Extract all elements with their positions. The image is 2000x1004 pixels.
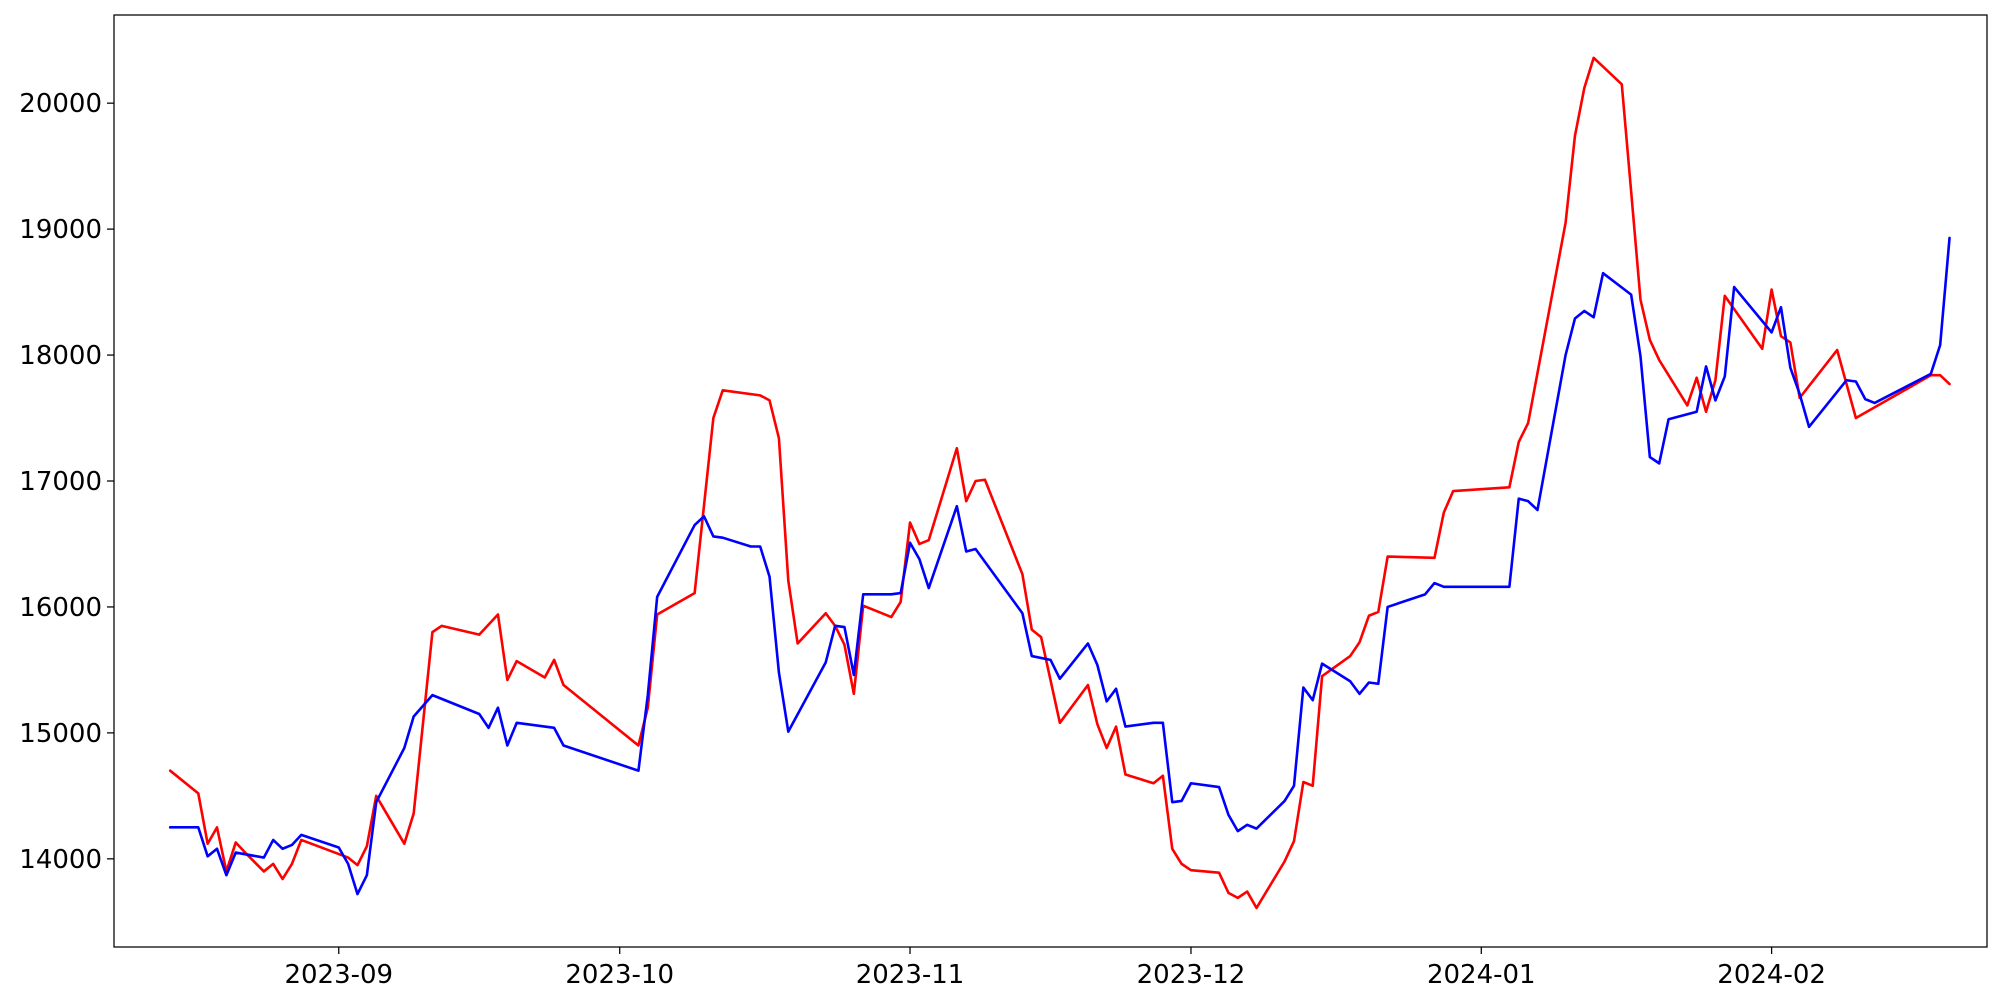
x-tick-label: 2023-11 (856, 960, 965, 990)
y-tick-label: 17000 (19, 467, 102, 497)
x-tick-label: 2024-02 (1717, 960, 1826, 990)
x-tick-label: 2023-12 (1137, 960, 1246, 990)
series-line-1 (168, 56, 1951, 910)
plot-frame (113, 14, 1988, 948)
series-layer (168, 56, 1951, 910)
y-tick-label: 14000 (19, 845, 102, 875)
y-tick-label: 20000 (19, 89, 102, 119)
y-tick-label: 16000 (19, 593, 102, 623)
x-tick-label: 2023-10 (565, 960, 674, 990)
y-tick-label: 15000 (19, 719, 102, 749)
series-line-2 (168, 236, 1951, 896)
y-tick-label: 19000 (19, 215, 102, 245)
x-tick-label: 2024-01 (1427, 960, 1536, 990)
y-tick-label: 18000 (19, 341, 102, 371)
axes-layer: 2023-09 2023-10 2023-11 2023-12 2024-01 2024-… (19, 89, 1826, 990)
x-tick-label: 2023-09 (284, 960, 393, 990)
